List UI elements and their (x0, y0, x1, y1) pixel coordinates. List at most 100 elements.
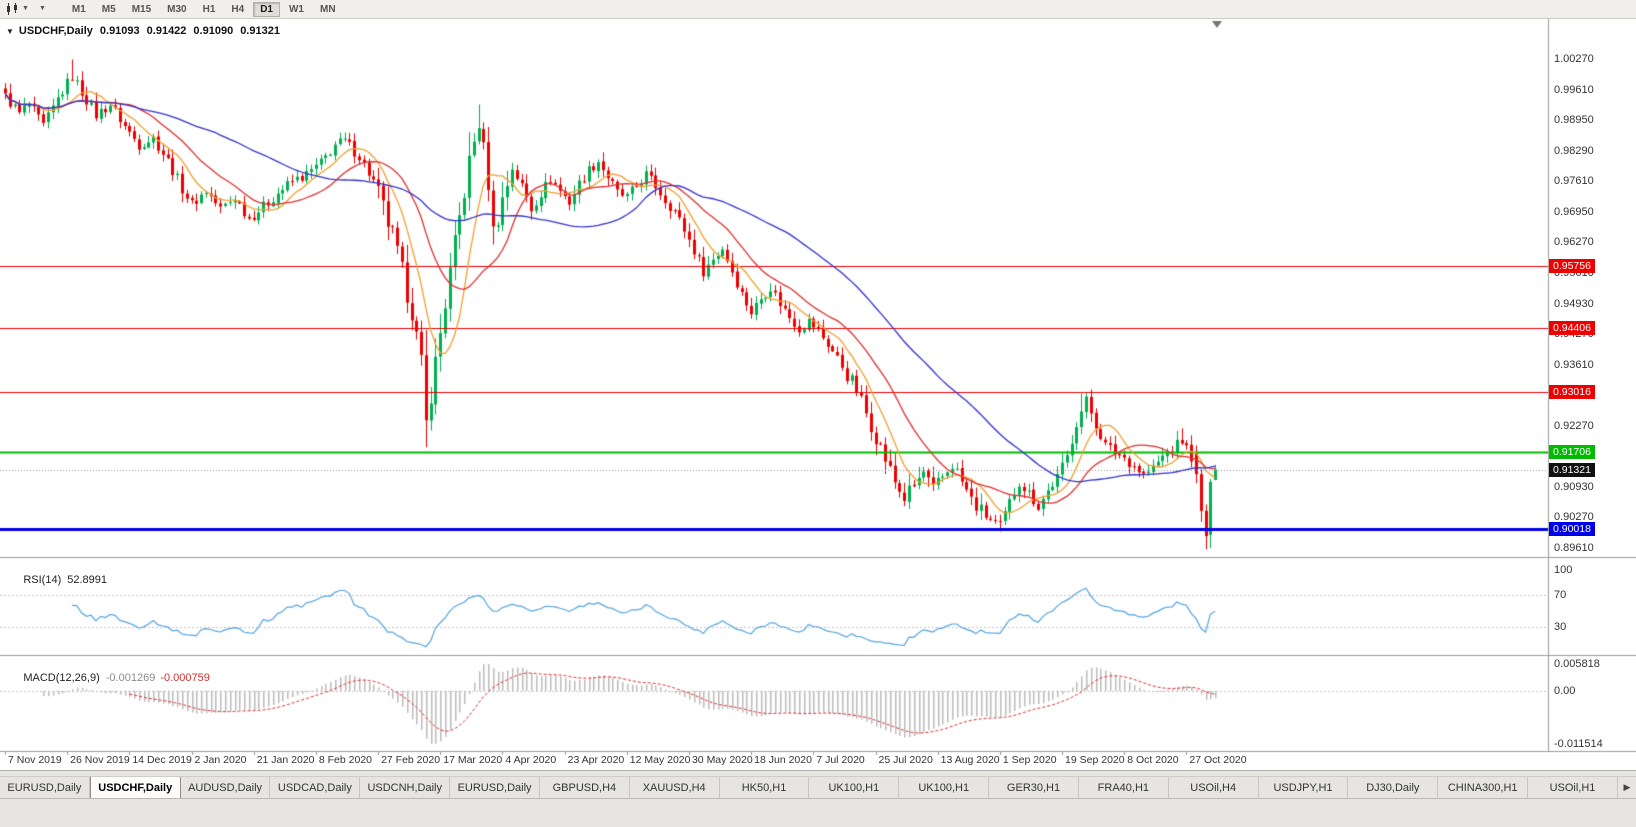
current-price-badge: 0.91321 (1549, 462, 1595, 477)
chart-window: ▼ USDCHF,Daily 0.91093 0.91422 0.91090 0… (0, 19, 1636, 770)
chart-type-button[interactable]: ▼ (3, 1, 32, 17)
date-axis-label: 25 Jul 2020 (878, 754, 933, 766)
hline-price-badge: 0.91706 (1549, 444, 1595, 459)
chart-tab-usdcnh-daily[interactable]: USDCNH,Daily (360, 777, 451, 798)
rsi-level-label: 100 (1554, 564, 1573, 576)
chart-tab-china300-h1[interactable]: CHINA300,H1 (1438, 777, 1529, 798)
chart-tab-eurusd-daily[interactable]: EURUSD,Daily (450, 777, 540, 798)
date-axis-label: 4 Apr 2020 (505, 754, 557, 766)
timeframe-button-m30[interactable]: M30 (167, 3, 187, 15)
timeframe-button-mn[interactable]: MN (319, 3, 336, 15)
time-axis[interactable]: 7 Nov 2019 26 Nov 2019 14 Dec 2019 2 Jan 20… (0, 752, 1548, 770)
date-axis-label: 14 Dec 2019 (132, 754, 192, 766)
chevron-down-icon: ▼ (22, 5, 29, 12)
chart-tab-fra40-h1[interactable]: FRA40,H1 (1078, 777, 1169, 798)
hline-price-badge: 0.94406 (1549, 320, 1595, 335)
chart-tab-xauusd-h4[interactable]: XAUUSD,H4 (629, 777, 720, 798)
hline-price-badge: 0.93016 (1549, 384, 1595, 399)
price-axis-badges: 0.95756 0.94406 0.93016 0.91706 0.90018 0.913… (1549, 19, 1636, 770)
price-axis-label: 0.90270 (1554, 511, 1594, 524)
date-axis-label: 27 Feb 2020 (381, 754, 441, 766)
hline-price-badge: 0.90018 (1549, 522, 1595, 537)
chart-tab-usdcad-daily[interactable]: USDCAD,Daily (270, 777, 361, 798)
price-axis-label: 0.97610 (1554, 175, 1594, 188)
date-axis-label: 8 Oct 2020 (1127, 754, 1179, 766)
timeframe-toolbar: ▼ ▼ M1 M5 M15 M30 H1 H4 D1 W1 MN (0, 0, 1636, 19)
ohlc-open: 0.91093 (99, 25, 140, 37)
chart-symbol-period: USDCHF,Daily (18, 25, 93, 37)
date-axis-label: 26 Nov 2019 (70, 754, 130, 766)
price-axis-label: 1.00270 (1554, 53, 1594, 65)
candlestick-chart-icon (7, 3, 17, 15)
ohlc-high: 0.91422 (146, 25, 187, 37)
chart-tabs-row: EURUSD,Daily USDCHF,Daily AUDUSD,Daily USDC… (0, 776, 1636, 799)
price-axis-label: 0.89610 (1554, 542, 1594, 554)
date-axis-label: 27 Oct 2020 (1189, 754, 1247, 766)
date-axis-label: 12 May 2020 (629, 754, 691, 766)
chart-tab-usdjpy-h1[interactable]: USDJPY,H1 (1258, 777, 1349, 798)
rsi-level-label: 30 (1554, 621, 1567, 634)
rsi-level-label: 70 (1554, 588, 1567, 601)
price-axis-label: 0.99610 (1554, 83, 1594, 96)
chart-tab-dj30-daily[interactable]: DJ30,Daily (1348, 777, 1439, 798)
macd-value: -0.001269 (105, 672, 156, 684)
chart-tab-usdchf-daily[interactable]: USDCHF,Daily (89, 777, 181, 798)
macd-axis[interactable]: 0.005818 0.00 -0.011514 (1549, 19, 1636, 770)
date-axis-label: 1 Sep 2020 (1002, 754, 1057, 766)
macd-level-label: 0.005818 (1554, 658, 1600, 670)
price-axis-label: 0.98290 (1554, 144, 1594, 157)
price-axis-label: 0.98950 (1554, 114, 1594, 127)
ohlc-close: 0.91321 (240, 25, 280, 37)
price-chart-canvas[interactable] (0, 19, 1636, 770)
date-axis-label: 8 Feb 2020 (318, 754, 373, 766)
timeframe-button-h4[interactable]: H4 (231, 3, 245, 15)
timeframe-button-m1[interactable]: M1 (71, 3, 86, 15)
timeframe-button-m5[interactable]: M5 (101, 3, 116, 15)
chart-tab-gbpusd-h4[interactable]: GBPUSD,H4 (539, 777, 630, 798)
date-axis-label: 23 Apr 2020 (567, 754, 625, 766)
chart-tab-ger30-h1[interactable]: GER30,H1 (989, 777, 1079, 798)
chart-tab-uk100-h1[interactable]: UK100,H1 (809, 777, 900, 798)
macd-signal-value: -0.000759 (160, 672, 210, 684)
timeframe-buttons: M1 M5 M15 M30 H1 H4 D1 W1 MN (65, 1, 345, 17)
rsi-value: 52.8991 (67, 574, 108, 586)
date-axis-label: 7 Nov 2019 (8, 754, 62, 766)
timeframe-button-w1[interactable]: W1 (288, 3, 304, 15)
date-axis-label: 19 Sep 2020 (1065, 754, 1125, 766)
date-axis-label: 30 May 2020 (691, 754, 753, 766)
macd-indicator-label: MACD(12,26,9) -0.001269 -0.000759 (5, 660, 210, 696)
chart-tab-usoil-h1[interactable]: USOil,H1 (1528, 777, 1618, 798)
timeframe-button-h1[interactable]: H1 (202, 3, 216, 15)
macd-name: MACD(12,26,9) (23, 672, 100, 684)
price-axis-label: 0.96270 (1554, 236, 1594, 249)
rsi-axis[interactable]: 100 70 30 (1549, 19, 1636, 770)
chart-info-line: ▼ USDCHF,Daily 0.91093 0.91422 0.91090 0… (6, 25, 280, 37)
zoom-dropdown-button[interactable]: ▼ (34, 1, 49, 17)
hline-price-badge: 0.95756 (1549, 259, 1595, 274)
chart-tab-uk100-h1[interactable]: UK100,H1 (899, 777, 990, 798)
chart-tab-eurusd-daily[interactable]: EURUSD,Daily (0, 777, 90, 798)
chart-tabs-bar: EURUSD,Daily USDCHF,Daily AUDUSD,Daily USDC… (0, 770, 1636, 827)
date-axis-label: 2 Jan 2020 (194, 754, 247, 766)
date-axis-label: 17 Mar 2020 (443, 754, 503, 766)
timeframe-button-m15[interactable]: M15 (131, 3, 152, 15)
date-axis-label: 18 Jun 2020 (754, 754, 812, 766)
price-axis-label: 0.90930 (1554, 480, 1594, 493)
price-axis-label: 0.96950 (1554, 205, 1594, 218)
timeframe-button-d1[interactable]: D1 (253, 1, 280, 17)
rsi-name: RSI(14) (23, 574, 62, 586)
chart-tab-usoil-h4[interactable]: USOil,H4 (1168, 777, 1259, 798)
macd-level-label: 0.00 (1554, 684, 1576, 697)
ohlc-low: 0.91090 (193, 25, 234, 37)
tabs-scroll-right-button[interactable]: ▶ (1623, 782, 1631, 792)
price-axis-label: 0.94930 (1554, 297, 1594, 310)
chart-tab-audusd-daily[interactable]: AUDUSD,Daily (180, 777, 271, 798)
rsi-indicator-label: RSI(14) 52.8991 (5, 562, 107, 598)
chevron-down-icon: ▼ (38, 5, 46, 12)
price-axis-label: 0.92270 (1554, 419, 1594, 432)
date-axis-label: 21 Jan 2020 (256, 754, 315, 766)
date-axis-label: 7 Jul 2020 (816, 754, 865, 766)
chart-tab-hk50-h1[interactable]: HK50,H1 (719, 777, 810, 798)
one-click-trading-arrow[interactable]: ▼ (6, 26, 14, 36)
